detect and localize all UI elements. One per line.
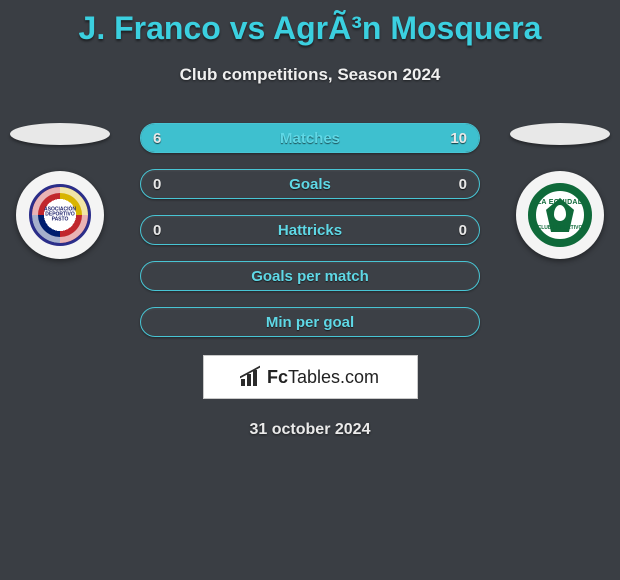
stat-row: 6 Matches 10 xyxy=(140,123,480,153)
stat-value-left: 0 xyxy=(153,216,161,244)
stat-row: Goals per match xyxy=(140,261,480,291)
stat-row: 0 Hattricks 0 xyxy=(140,215,480,245)
stats-rows: 6 Matches 10 0 Goals 0 0 Hattricks 0 Goals per ma… xyxy=(140,123,480,337)
stat-value-right: 0 xyxy=(459,170,467,198)
club-badge-right: LA EQUIDAD CLUB DEPORTIVO xyxy=(516,171,604,259)
stat-value-left: 0 xyxy=(153,170,161,198)
stat-label: Matches xyxy=(280,130,340,147)
stat-label: Hattricks xyxy=(278,222,342,239)
page-subtitle: Club competitions, Season 2024 xyxy=(0,65,620,85)
stat-value-right: 10 xyxy=(450,124,467,152)
page-title: J. Franco vs AgrÃ³n Mosquera xyxy=(0,0,620,47)
player-left-column: ASOCIACIÓN DEPORTIVO PASTO xyxy=(10,123,110,259)
stat-label: Goals per match xyxy=(251,268,369,285)
stat-value-right: 0 xyxy=(459,216,467,244)
stat-label: Min per goal xyxy=(266,314,354,331)
stat-label: Goals xyxy=(289,176,331,193)
player-left-pill xyxy=(10,123,110,145)
club-crest-right-label-bottom: CLUB DEPORTIVO xyxy=(536,225,584,231)
player-right-pill xyxy=(510,123,610,145)
club-crest-right-label-top: LA EQUIDAD xyxy=(536,199,584,206)
brand-box[interactable]: FcTables.com xyxy=(203,355,418,399)
club-crest-left-icon xyxy=(29,184,91,246)
player-right-column: LA EQUIDAD CLUB DEPORTIVO xyxy=(510,123,610,259)
stat-row: 0 Goals 0 xyxy=(140,169,480,199)
stat-row: Min per goal xyxy=(140,307,480,337)
bar-chart-icon xyxy=(241,368,263,386)
comparison-panel: ASOCIACIÓN DEPORTIVO PASTO LA EQUIDAD CL… xyxy=(0,123,620,439)
club-badge-left: ASOCIACIÓN DEPORTIVO PASTO xyxy=(16,171,104,259)
brand-text: FcTables.com xyxy=(267,367,379,388)
footer-date: 31 october 2024 xyxy=(0,421,620,439)
club-crest-right-icon: LA EQUIDAD CLUB DEPORTIVO xyxy=(528,183,592,247)
stat-value-left: 6 xyxy=(153,124,161,152)
